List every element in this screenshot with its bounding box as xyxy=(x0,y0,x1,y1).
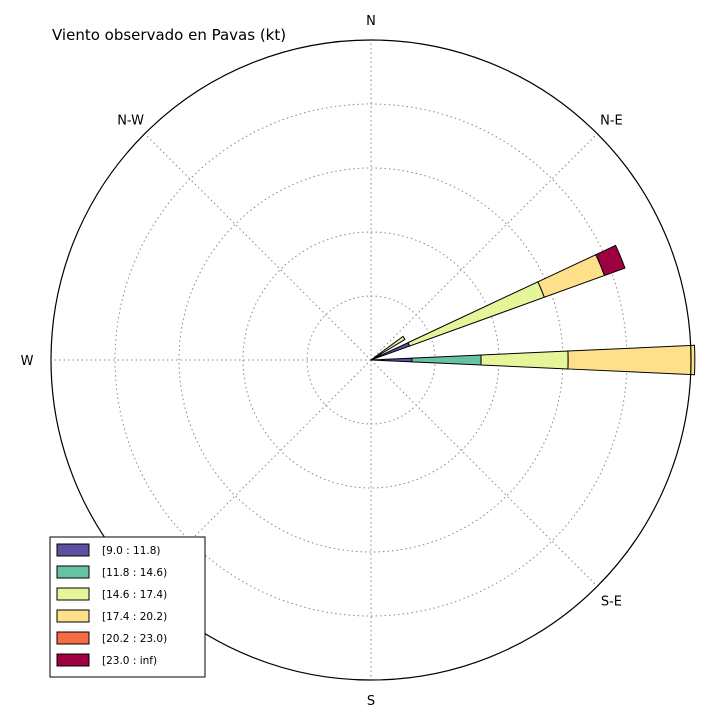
grid-spoke-s-e xyxy=(370,359,598,587)
sector-2-bin-2 xyxy=(375,335,406,358)
legend-swatch-3 xyxy=(56,609,90,623)
grid-spoke-n-e xyxy=(370,133,598,361)
chart-title: Viento observado en Pavas (kt) xyxy=(52,26,287,44)
legend-label-0: [9.0 : 11.8) xyxy=(102,545,160,557)
sector-0-bin-2 xyxy=(480,350,569,370)
direction-label-n: N xyxy=(366,14,376,29)
sector-1-bin-3 xyxy=(537,253,606,298)
legend-swatch-5 xyxy=(56,653,90,667)
sector-1-bin-2 xyxy=(407,281,545,347)
wind-sectors xyxy=(370,244,696,376)
legend: [9.0 : 11.8) [11.8 : 14.6) [14.6 : 17.4) [1… xyxy=(49,536,206,678)
direction-label-s: S xyxy=(367,694,375,709)
direction-label-s-e: S-E xyxy=(601,594,622,609)
legend-swatch-4 xyxy=(56,631,90,645)
direction-label-w: W xyxy=(21,354,34,369)
legend-swatch-1 xyxy=(56,565,90,579)
outer-circle xyxy=(50,39,692,681)
sector-1-bin-5 xyxy=(595,244,626,277)
direction-label-n-e: N-E xyxy=(600,114,623,129)
legend-swatch-0 xyxy=(56,543,90,557)
direction-labels: N N-E S-E S W N-W xyxy=(21,14,623,709)
sector-0-bin-0 xyxy=(370,357,413,363)
legend-label-5: [23.0 : inf) xyxy=(102,655,157,667)
grid-spoke-n-w xyxy=(144,133,372,361)
legend-label-4: [20.2 : 23.0) xyxy=(102,633,167,645)
legend-label-3: [17.4 : 20.2) xyxy=(102,611,167,623)
legend-label-1: [11.8 : 14.6) xyxy=(102,567,167,579)
sector-0-bin-1 xyxy=(411,354,482,366)
legend-label-2: [14.6 : 17.4) xyxy=(102,589,167,601)
legend-swatch-2 xyxy=(56,587,90,601)
direction-label-n-w: N-W xyxy=(117,114,144,129)
sector-0-bin-3 xyxy=(567,344,696,376)
